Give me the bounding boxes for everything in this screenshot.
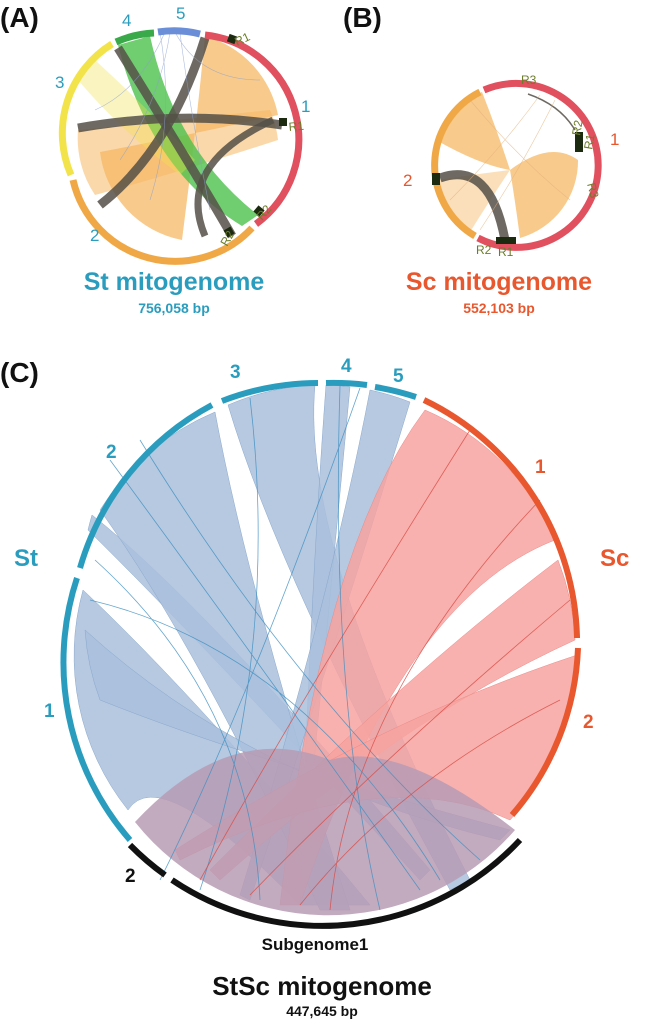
panel-b-size: 552,103 bp [463, 300, 535, 316]
panel-c: (C) [0, 356, 629, 1019]
panel-c-sc-chr-1: 1 [535, 457, 546, 478]
panel-c-stsc-arc-1 [170, 837, 523, 929]
panel-c-st-chr-4: 4 [341, 356, 352, 377]
panel-a-segment-4 [114, 29, 155, 46]
panel-c-sc-arc-1 [422, 397, 580, 639]
panel-b-segment-1 [476, 79, 602, 251]
panel-a-link-dark-1 [97, 36, 210, 209]
panel-b: (B) R3 R2 R1 R3 R2 R1 1 2 Sc mitogenome … [343, 2, 619, 316]
panel-c-stsc-chr-2: 2 [125, 866, 136, 887]
panel-b-repeat-r3-top: R3 [521, 73, 537, 87]
panel-a-chr-1: 1 [301, 97, 310, 116]
panel-a-label: (A) [0, 2, 39, 33]
panel-c-st-label: St [14, 545, 38, 572]
panel-a-repeat-r2-bottom: R2 [217, 228, 237, 249]
panel-a-repeat-r1-right: R1 [288, 119, 305, 134]
panel-a-repeat-r1-top: R1 [232, 29, 252, 48]
panel-a-chr-3: 3 [55, 73, 64, 92]
panel-a-thin-links [94, 31, 261, 211]
panel-b-title: Sc mitogenome [406, 268, 592, 296]
panel-b-thin-links [449, 94, 571, 231]
panel-c-st-arc-3 [220, 380, 319, 404]
panel-a-link-dark-3 [77, 113, 283, 133]
panel-b-repeat-r1-right: R1 [581, 133, 598, 151]
panel-b-segment-2 [431, 88, 482, 240]
panel-c-stsc-ribbon [135, 748, 515, 916]
panel-a-chr-5: 5 [176, 4, 185, 23]
panel-a-link-dark-4 [194, 116, 275, 238]
panel-b-link-dark-lower [438, 170, 510, 241]
panel-c-st-chr-5: 5 [393, 366, 404, 387]
panel-c-st-arc-4 [325, 379, 368, 388]
panel-a-chr-2: 2 [90, 226, 99, 245]
panel-c-sc-arc-2 [509, 647, 581, 817]
panel-c-st-arc-1 [60, 577, 133, 842]
panel-c-sc-label: Sc [600, 545, 629, 572]
panel-b-repeat-r3-right: R3 [584, 181, 602, 200]
panel-a-size: 756,058 bp [138, 300, 210, 316]
panel-b-repeat-marker [496, 237, 516, 244]
panel-b-ribbon-orange-right [510, 152, 579, 238]
panel-b-link-dark-upper [527, 93, 576, 131]
panel-b-chr-2: 2 [403, 171, 412, 190]
panel-a-repeat-marker [253, 205, 265, 217]
panel-b-repeat-marker [432, 173, 440, 185]
panel-b-repeat-markers [432, 132, 583, 244]
panel-b-label: (B) [343, 2, 382, 33]
panel-c-st-chr-2: 2 [106, 442, 117, 463]
panel-c-st-chr-3: 3 [230, 362, 241, 383]
panel-c-title: StSc mitogenome [212, 971, 432, 1001]
panel-a-chr-4: 4 [122, 11, 131, 30]
panel-a-segment-3 [58, 41, 114, 177]
panel-a-link-dark-2 [114, 45, 236, 239]
panel-a-repeat-marker [279, 118, 287, 126]
panel-c-st-chr-1: 1 [44, 701, 55, 722]
panel-a-segment-1 [204, 31, 303, 227]
panel-b-repeat-r2-right: R2 [569, 119, 586, 137]
panel-c-thin-links [89, 385, 571, 911]
panel-a-ring [58, 27, 303, 265]
panel-b-repeat-r2-bottom: R2 [476, 243, 492, 257]
panel-c-size: 447,645 bp [286, 1003, 358, 1019]
panel-a-segment-5 [157, 27, 201, 38]
panel-b-repeat-r1-bottom: R1 [498, 245, 514, 259]
panel-c-label: (C) [0, 357, 39, 388]
panel-c-stsc-arc-2 [127, 842, 167, 878]
panel-a-repeat-markers [223, 33, 287, 238]
panel-c-outer-arcs [60, 379, 581, 929]
panel-a-title: St mitogenome [84, 268, 265, 296]
panel-b-repeat-marker [575, 132, 583, 152]
panel-c-st-arc-5 [374, 384, 417, 400]
panel-c-thin-link-red [199, 429, 571, 911]
panel-a-repeat-marker [223, 226, 235, 238]
panel-b-chr-1: 1 [610, 130, 619, 149]
panel-c-st-arc-2 [77, 402, 214, 569]
panel-c-subgenome-label: Subgenome1 [262, 935, 369, 954]
panel-a-links [77, 31, 283, 240]
panel-c-sc-chr-2: 2 [583, 712, 594, 733]
panel-b-ring [431, 79, 602, 251]
panel-c-thin-link-blue [89, 385, 481, 911]
panel-c-stsc-ribbons [135, 748, 515, 916]
panel-a-repeat-marker [226, 33, 238, 45]
panel-a-ribbon-green [118, 36, 258, 226]
panel-a-segment-2 [69, 179, 255, 265]
panel-a: (A) R1 R1 [0, 2, 310, 316]
